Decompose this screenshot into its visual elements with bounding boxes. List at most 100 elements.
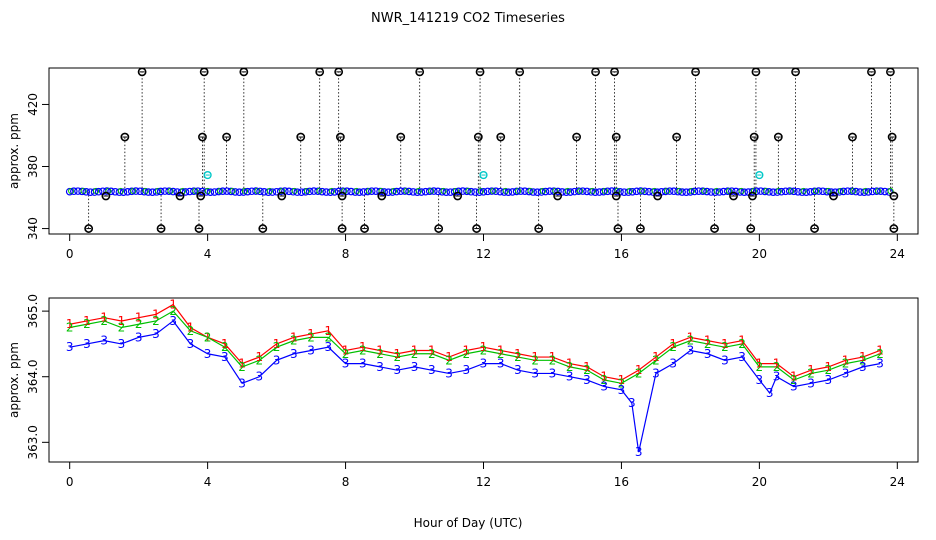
lower-series-marker-3: 3 bbox=[169, 314, 177, 328]
lower-x-tick-label: 12 bbox=[476, 475, 491, 489]
lower-series-marker-1: 1 bbox=[618, 373, 626, 387]
lower-series-marker-3: 3 bbox=[669, 357, 677, 371]
lower-series-marker-1: 1 bbox=[514, 347, 522, 361]
lower-series-marker-2: 2 bbox=[445, 353, 453, 367]
lower-series-marker-1: 1 bbox=[290, 330, 298, 344]
lower-series-marker-2: 2 bbox=[169, 304, 177, 318]
lower-series-marker-1: 1 bbox=[859, 350, 867, 364]
upper-outlier-point bbox=[473, 132, 483, 142]
lower-series-marker-3: 3 bbox=[497, 357, 505, 371]
upper-baseline-point bbox=[206, 188, 215, 196]
lower-y-tick-label: 364.0 bbox=[26, 360, 40, 394]
lower-series-marker-1: 1 bbox=[669, 337, 677, 351]
lower-series-marker-1: 1 bbox=[773, 357, 781, 371]
upper-baseline-point bbox=[872, 187, 881, 195]
lower-series-marker-2: 2 bbox=[100, 314, 108, 328]
lower-x-tick-label: 0 bbox=[66, 475, 74, 489]
upper-x-tick-label: 0 bbox=[66, 247, 74, 261]
upper-baseline-point bbox=[492, 187, 500, 196]
lower-series-marker-1: 1 bbox=[566, 357, 574, 371]
upper-outlier-point bbox=[710, 224, 719, 233]
upper-outlier-point bbox=[611, 132, 621, 142]
upper-outlier-point bbox=[886, 67, 895, 77]
upper-baseline-point bbox=[591, 188, 600, 196]
lower-series-marker-2: 2 bbox=[549, 353, 557, 367]
upper-baseline-point bbox=[132, 187, 140, 195]
upper-baseline-point bbox=[78, 187, 86, 196]
upper-outlier-point bbox=[337, 191, 347, 201]
lower-series-marker-3: 3 bbox=[187, 337, 195, 351]
upper-baseline-point bbox=[612, 187, 620, 196]
upper-baseline-point bbox=[752, 187, 761, 196]
lower-series-marker-3: 3 bbox=[376, 360, 384, 374]
lower-series-marker-3: 3 bbox=[766, 386, 774, 400]
lower-y-tick-label: 363.0 bbox=[26, 425, 40, 459]
lower-series-marker-3: 3 bbox=[411, 360, 419, 374]
upper-outlier-point bbox=[337, 224, 347, 233]
upper-baseline-point bbox=[314, 187, 322, 196]
lower-series-marker-1: 1 bbox=[583, 360, 591, 374]
lower-x-tick-label: 16 bbox=[614, 475, 629, 489]
upper-baseline-point bbox=[276, 187, 285, 196]
lower-series-marker-3: 3 bbox=[204, 347, 212, 361]
upper-outlier-point bbox=[277, 191, 287, 201]
lower-series-marker-3: 3 bbox=[445, 366, 453, 380]
upper-outlier-point bbox=[472, 224, 482, 233]
upper-baseline-point bbox=[864, 188, 873, 196]
lower-series-marker-3: 3 bbox=[273, 353, 281, 367]
lower-series-marker-1: 1 bbox=[756, 357, 764, 371]
lower-series-marker-3: 3 bbox=[652, 366, 660, 380]
upper-baseline-point bbox=[777, 187, 786, 196]
upper-outlier-point bbox=[773, 132, 783, 142]
upper-baseline-point bbox=[367, 187, 376, 195]
lower-series-marker-2: 2 bbox=[376, 347, 384, 361]
upper-outlier-point bbox=[867, 67, 876, 77]
upper-baseline-point bbox=[504, 188, 513, 196]
lower-series-marker-3: 3 bbox=[876, 357, 884, 371]
upper-baseline-point bbox=[852, 187, 860, 196]
upper-baseline-point bbox=[144, 188, 153, 196]
upper-outlier-point bbox=[335, 132, 345, 142]
upper-baseline-point bbox=[227, 187, 235, 196]
lower-series-marker-1: 1 bbox=[325, 324, 333, 338]
upper-baseline-point bbox=[256, 187, 264, 196]
upper-baseline-point bbox=[566, 188, 575, 196]
upper-outlier-point bbox=[889, 224, 899, 233]
upper-y-tick-label: 340 bbox=[26, 217, 40, 240]
lower-series-marker-2: 2 bbox=[83, 317, 91, 331]
upper-baseline-point bbox=[103, 187, 111, 195]
lower-series-marker-3: 3 bbox=[514, 363, 522, 377]
lower-series-marker-3: 3 bbox=[118, 337, 126, 351]
lower-series-marker-3: 3 bbox=[100, 334, 108, 348]
upper-baseline-point bbox=[430, 187, 438, 195]
upper-outlier-point bbox=[613, 224, 623, 233]
upper-baseline-point bbox=[252, 187, 260, 195]
upper-outlier-point bbox=[591, 67, 600, 77]
lower-series-marker-2: 2 bbox=[359, 343, 367, 357]
upper-baseline-point bbox=[661, 187, 670, 196]
upper-baseline-point bbox=[876, 187, 885, 195]
upper-x-tick-label: 4 bbox=[204, 247, 212, 261]
upper-baseline-point bbox=[603, 187, 612, 196]
lower-series-marker-3: 3 bbox=[325, 340, 333, 354]
lower-series-marker-1: 1 bbox=[876, 343, 884, 357]
upper-outlier-point bbox=[810, 224, 819, 233]
lower-series-marker-1: 1 bbox=[342, 343, 350, 357]
lower-series-marker-1: 1 bbox=[256, 350, 264, 364]
upper-outlier-point bbox=[691, 67, 700, 77]
lower-series-marker-1: 1 bbox=[221, 337, 229, 351]
upper-baseline-point bbox=[727, 187, 736, 195]
lower-series-marker-2: 2 bbox=[876, 347, 884, 361]
lower-series-marker-3: 3 bbox=[342, 357, 350, 371]
lower-series-marker-1: 1 bbox=[83, 314, 91, 328]
lower-series-marker-1: 1 bbox=[169, 298, 177, 312]
upper-baseline-point bbox=[665, 187, 674, 195]
upper-baseline-point bbox=[516, 187, 525, 195]
lower-x-tick-label: 24 bbox=[890, 475, 905, 489]
lower-series-marker-2: 2 bbox=[721, 340, 729, 354]
x-axis-label: Hour of Day (UTC) bbox=[414, 516, 523, 530]
lower-series-marker-1: 1 bbox=[790, 370, 798, 384]
upper-outlier-point bbox=[360, 224, 369, 233]
lower-series-marker-1: 1 bbox=[721, 337, 729, 351]
